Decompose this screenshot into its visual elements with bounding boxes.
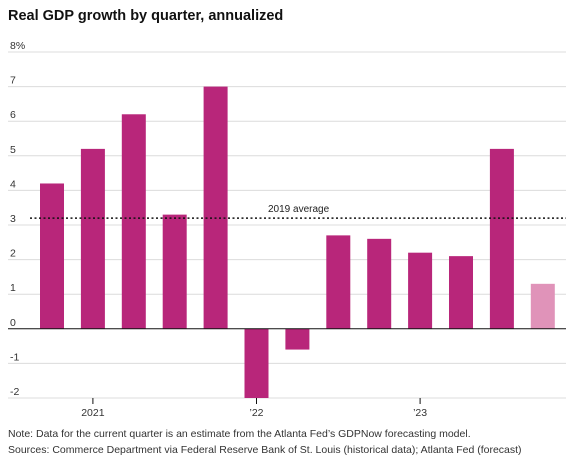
- gdp-bar: [121, 114, 146, 329]
- gdp-bar: [489, 148, 514, 329]
- reference-line-label: 2019 average: [268, 204, 330, 215]
- x-tick-label: ’22: [249, 407, 263, 419]
- gdp-bar: [203, 86, 228, 329]
- gdp-bar: [367, 238, 392, 329]
- chart-sources: Sources: Commerce Department via Federal…: [8, 444, 522, 456]
- gdp-bar: [285, 328, 310, 350]
- gdp-bar-chart: 8% 7 6 5 4 3 2 1 0 -1 -2 2019 average 2021 ’22 ’23: [8, 40, 566, 419]
- gdp-bar: [408, 252, 433, 329]
- y-tick-label: 6: [10, 109, 16, 121]
- gdp-bar: [449, 256, 473, 329]
- gdp-bar: [162, 214, 187, 329]
- y-tick-label: 8%: [10, 40, 25, 52]
- gdp-bar: [80, 148, 105, 329]
- y-tick-label: 5: [10, 144, 16, 156]
- gdp-bar: [40, 183, 64, 329]
- y-tick-label: 4: [10, 178, 16, 190]
- y-tick-label: -2: [10, 386, 19, 398]
- y-tick-label: 2: [10, 248, 16, 260]
- forecast-bar: [530, 283, 555, 329]
- y-tick-label: 3: [10, 213, 16, 225]
- y-tick-label: -1: [10, 351, 19, 363]
- y-tick-label: 0: [10, 317, 16, 329]
- gdp-bar: [244, 328, 269, 398]
- x-tick-label: ’23: [413, 407, 427, 419]
- chart-title: Real GDP growth by quarter, annualized: [8, 8, 284, 24]
- y-tick-label: 1: [10, 282, 16, 294]
- gdp-bar: [326, 235, 351, 329]
- chart-note: Note: Data for the current quarter is an…: [8, 428, 471, 440]
- x-tick-label: 2021: [81, 407, 105, 419]
- y-tick-label: 7: [10, 75, 16, 87]
